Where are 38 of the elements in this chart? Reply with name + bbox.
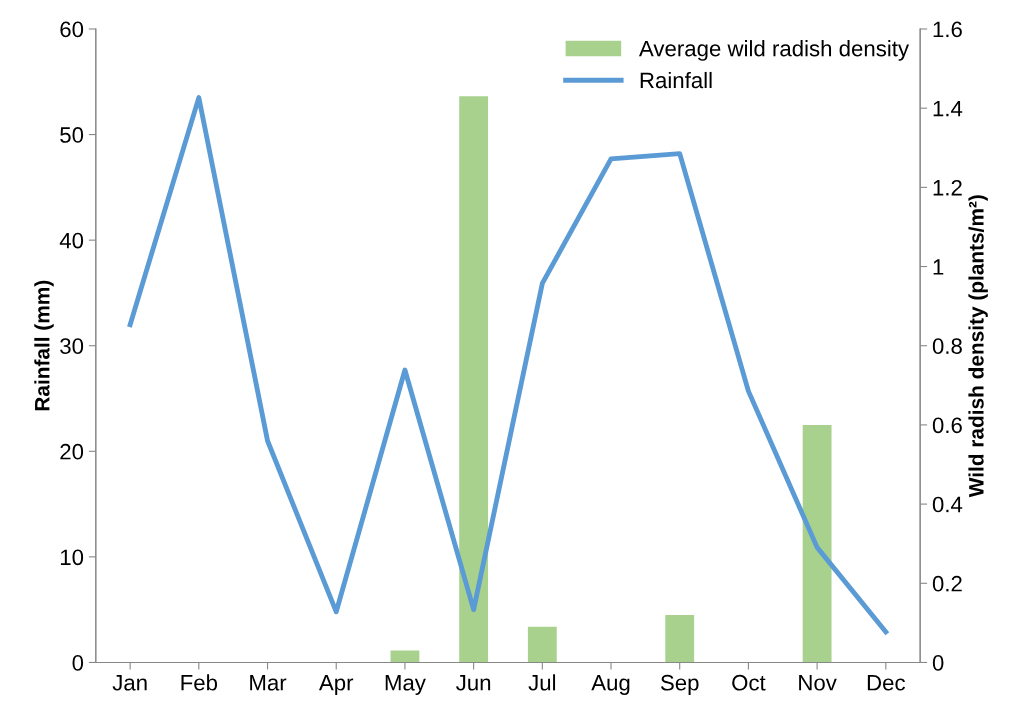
bar (459, 96, 489, 663)
y2-tick-label: 0.6 (932, 417, 962, 434)
y-axis-title: Rainfall (mm) (34, 280, 54, 411)
y2-tick-label: 1 (933, 259, 944, 275)
x-tick-label: Dec (867, 675, 905, 691)
y-tick-label: 40 (59, 232, 84, 249)
y-tick-label: 50 (60, 127, 84, 143)
x-tick-label: Feb (181, 674, 218, 691)
bar (665, 614, 695, 663)
y2-tick-label: 0.4 (932, 496, 963, 513)
legend-label: Rainfall (640, 71, 712, 89)
y-tick-label: 20 (60, 443, 84, 460)
y-tick-label: 10 (60, 549, 84, 566)
x-tick-label: Jan (112, 675, 147, 691)
y2-tick-label: 0.2 (932, 575, 962, 592)
y2-axis-title: Wild radish density (plants/m²) (968, 195, 988, 498)
y2-tick-label: 1.6 (933, 21, 962, 38)
x-tick-label: Jul (528, 674, 556, 691)
line-series (127, 95, 889, 635)
x-tick-label: May (385, 675, 426, 695)
bar (390, 650, 420, 663)
y-tick-label: 0 (72, 654, 84, 671)
bar (527, 626, 557, 663)
x-tick-label: Mar (250, 675, 287, 691)
y-tick-label: 60 (60, 21, 84, 38)
x-tick-label: Jun (456, 675, 491, 691)
x-tick-label: Oct (732, 674, 766, 691)
x-tick-label: Nov (799, 675, 837, 691)
x-tick-label: Sep (660, 674, 699, 695)
y2-tick-label: 0.8 (932, 338, 962, 354)
x-tick-label: Apr (318, 675, 354, 695)
y2-tick-label: 1.4 (933, 100, 963, 117)
y-tick-label: 30 (60, 338, 84, 354)
y2-tick-label: 0 (932, 654, 944, 671)
y2-tick-label: 1.2 (933, 179, 962, 196)
x-tick-label: Aug (591, 675, 630, 695)
bar (802, 424, 832, 663)
legend-label: Average wild radish density (638, 40, 910, 61)
